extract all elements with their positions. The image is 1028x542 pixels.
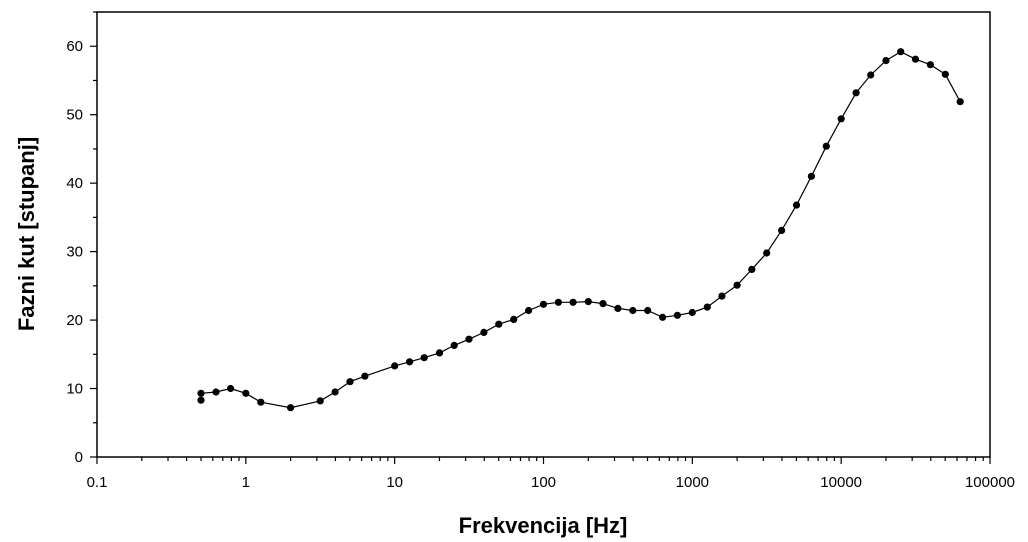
data-point xyxy=(539,300,548,308)
data-point xyxy=(852,89,860,97)
x-tick-label: 0.1 xyxy=(87,474,108,491)
data-point xyxy=(867,71,875,79)
plot-frame xyxy=(96,11,991,458)
data-point xyxy=(525,306,533,315)
data-point xyxy=(227,384,235,393)
data-point xyxy=(510,315,518,323)
data-point xyxy=(346,378,354,386)
data-point xyxy=(778,226,786,234)
x-tick-label: 100000 xyxy=(965,474,1015,491)
data-point xyxy=(807,172,816,180)
data-point xyxy=(420,354,428,362)
data-point xyxy=(584,298,592,306)
data-point xyxy=(956,98,964,106)
data-point xyxy=(257,398,265,406)
x-tick-label: 10000 xyxy=(820,474,862,491)
data-point xyxy=(748,265,756,273)
data-point xyxy=(926,61,935,69)
data-point xyxy=(897,48,905,56)
x-tick-label: 1000 xyxy=(676,474,709,491)
y-tick-label: 30 xyxy=(66,244,83,261)
x-tick-label: 1 xyxy=(242,474,250,491)
data-point xyxy=(911,55,920,63)
data-point xyxy=(599,300,607,308)
data-point xyxy=(316,397,324,405)
y-tick-label: 0 xyxy=(75,449,83,466)
data-point xyxy=(391,362,399,370)
y-axis: 0 10 20 30 40 50 60 xyxy=(66,11,97,466)
data-point xyxy=(718,292,726,300)
data-point xyxy=(644,306,652,315)
data-point xyxy=(495,320,503,328)
data-point xyxy=(673,311,682,319)
data-point xyxy=(792,201,801,209)
data-point xyxy=(480,328,488,336)
data-point xyxy=(287,404,295,412)
data-point xyxy=(197,389,205,397)
series-group xyxy=(197,48,964,412)
x-axis-title: Frekvencija [Hz] xyxy=(459,513,628,538)
data-point xyxy=(435,349,444,357)
data-point xyxy=(629,306,637,315)
y-tick-label: 40 xyxy=(66,175,83,192)
data-point xyxy=(822,142,830,150)
data-point xyxy=(941,70,949,78)
data-point xyxy=(554,298,563,306)
data-point xyxy=(331,388,339,396)
series-line xyxy=(200,51,961,409)
data-point xyxy=(569,298,577,306)
y-tick-label: 50 xyxy=(66,107,83,124)
data-point xyxy=(837,115,845,123)
data-point xyxy=(688,308,696,317)
x-axis: 0.1 1 10 100 1000 10000 100000 xyxy=(87,457,1015,491)
y-tick-label: 10 xyxy=(66,381,83,398)
data-point xyxy=(361,372,369,380)
data-point xyxy=(406,358,414,366)
data-point xyxy=(882,57,890,65)
data-point xyxy=(465,335,473,343)
data-point xyxy=(212,388,220,396)
x-tick-label: 10 xyxy=(386,474,403,491)
y-axis-title: Fazni kut [stupanj] xyxy=(14,137,39,331)
data-point xyxy=(763,249,771,257)
data-point xyxy=(703,303,711,311)
y-tick-label: 60 xyxy=(66,38,83,55)
data-point xyxy=(733,281,741,289)
y-tick-label: 20 xyxy=(66,312,83,329)
x-tick-label: 100 xyxy=(531,474,556,491)
data-point xyxy=(450,341,458,349)
data-point xyxy=(197,396,205,404)
data-point xyxy=(242,389,250,397)
data-point xyxy=(614,304,622,312)
data-point xyxy=(659,313,667,321)
